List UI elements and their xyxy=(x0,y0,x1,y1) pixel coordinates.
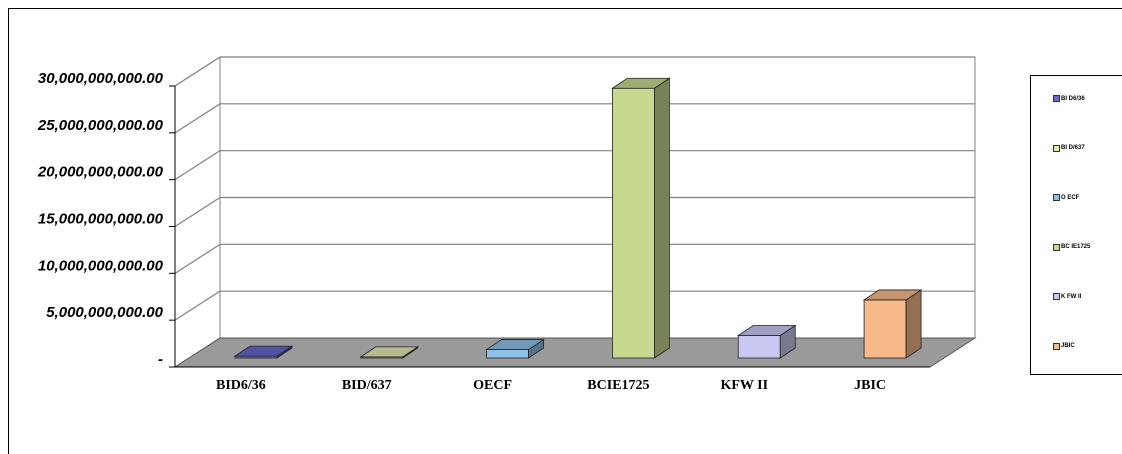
gridlines xyxy=(174,56,975,321)
bar-front xyxy=(612,87,655,359)
legend-item: BI D/637 xyxy=(1053,144,1085,152)
bar-front xyxy=(863,299,907,359)
x-tick-label: BCIE1725 xyxy=(587,378,649,393)
chart-frame xyxy=(8,8,1122,454)
legend-item: BC IE1725 xyxy=(1053,243,1091,251)
bar-front xyxy=(737,335,781,359)
bar-5 xyxy=(862,289,923,359)
bar-top xyxy=(862,289,923,301)
legend-swatch xyxy=(1053,243,1060,251)
bar-3 xyxy=(611,77,671,359)
chart-floor xyxy=(173,337,977,368)
legend: BI D6/36 BI D/637 O ECF BC IE1725 K FW II JBI… xyxy=(1030,75,1122,375)
gridline-side xyxy=(174,150,221,181)
y-tick-label: 10,000,000,000.00 xyxy=(38,257,164,274)
legend-swatch xyxy=(1053,342,1060,350)
legend-item: K FW II xyxy=(1053,293,1081,300)
legend-label: BC IE1725 xyxy=(1061,244,1091,250)
gridline-side xyxy=(174,103,221,134)
legend-item: JBIC xyxy=(1053,342,1075,350)
x-axis-ticks: BID6/36 BID/637 OECF BCIE1725 KFW II JBIC xyxy=(216,378,886,393)
floor xyxy=(173,337,977,368)
bar-side xyxy=(654,77,670,359)
legend-label: BI D/637 xyxy=(1061,145,1085,151)
x-tick-label: KFW II xyxy=(720,378,768,393)
legend-item: O ECF xyxy=(1053,194,1079,201)
bars xyxy=(233,77,923,359)
legend-item: BI D6/36 xyxy=(1053,95,1085,102)
legend-label: JBIC xyxy=(1061,343,1075,349)
legend-swatch xyxy=(1053,95,1060,102)
legend-label: BI D6/36 xyxy=(1061,95,1085,102)
x-tick-label: BID/637 xyxy=(342,378,392,393)
bar-top xyxy=(485,339,545,350)
bar-front xyxy=(486,349,529,359)
bar-1 xyxy=(359,346,420,359)
bar-4 xyxy=(736,324,797,359)
bar-side xyxy=(905,289,922,359)
bar-0 xyxy=(233,345,294,359)
bar-top xyxy=(736,325,797,336)
bar-2 xyxy=(485,338,545,359)
legend-swatch xyxy=(1053,293,1060,300)
y-axis-ticks: - 5,000,000,000.00 10,000,000,000.00 15,000… xyxy=(37,70,176,368)
y-tick-label: 20,000,000,000.00 xyxy=(37,164,164,181)
legend-label: O ECF xyxy=(1061,194,1080,201)
gridline-side xyxy=(174,290,221,321)
y-tick-label: - xyxy=(158,351,163,368)
gridline-side xyxy=(174,56,221,87)
legend-swatch xyxy=(1053,144,1060,152)
legend-label: K FW II xyxy=(1061,293,1082,300)
y-tick-label: 15,000,000,000.00 xyxy=(38,211,164,228)
x-tick-label: BID6/36 xyxy=(216,378,266,393)
gridline-side xyxy=(174,243,221,274)
bar-top xyxy=(233,345,294,357)
y-tick-label: 30,000,000,000.00 xyxy=(38,70,164,87)
gridline-side xyxy=(174,196,221,228)
x-tick-label: JBIC xyxy=(854,378,886,393)
bar-top xyxy=(611,77,671,89)
x-tick-label: OECF xyxy=(473,378,512,393)
y-tick-label: 5,000,000,000.00 xyxy=(46,304,163,321)
y-tick-label: 25,000,000,000.00 xyxy=(37,117,164,134)
legend-swatch xyxy=(1053,194,1060,201)
bar-top xyxy=(359,346,420,358)
